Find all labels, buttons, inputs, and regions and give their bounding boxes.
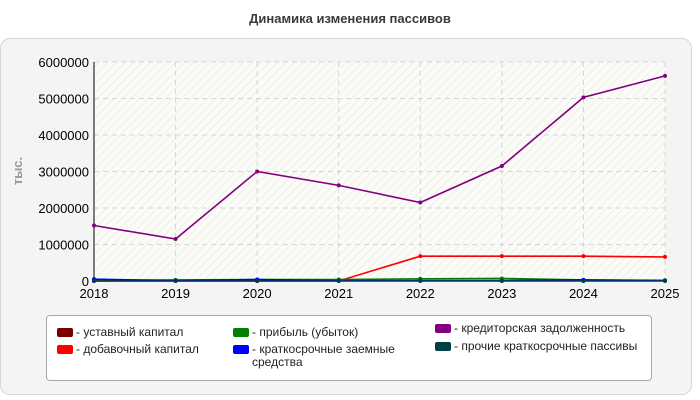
- legend-swatch: [233, 345, 249, 354]
- data-point: [663, 73, 667, 78]
- data-point: [581, 279, 586, 283]
- data-point: [663, 254, 667, 259]
- data-point: [663, 279, 667, 283]
- legend-label: - уставный капитал: [76, 325, 184, 339]
- data-point: [499, 279, 504, 283]
- y-tick-label: 0: [82, 274, 89, 289]
- data-point: [499, 254, 504, 259]
- legend-label: - краткосрочные заемные средства: [252, 342, 395, 369]
- y-tick-label: 2000000: [38, 201, 89, 216]
- legend-item: - прочие краткосрочные пассивы: [435, 340, 650, 353]
- plot-area: [94, 62, 665, 281]
- data-point: [255, 169, 260, 174]
- legend-swatch: [57, 345, 73, 354]
- y-tick-label: 1000000: [38, 238, 89, 253]
- data-point: [336, 279, 341, 283]
- legend-item: - уставный капитал: [57, 326, 227, 339]
- x-tick-label: 2022: [406, 286, 435, 301]
- data-point: [581, 254, 586, 259]
- y-tick-label: 6000000: [38, 55, 89, 70]
- legend-item: - прибыль (убыток): [233, 326, 423, 339]
- data-point: [581, 95, 586, 100]
- y-tick-label: 4000000: [38, 128, 89, 143]
- legend-label: - прибыль (убыток): [252, 325, 359, 339]
- series-layer: [92, 73, 667, 283]
- x-tick-label: 2019: [161, 286, 190, 301]
- legend-swatch: [435, 342, 451, 351]
- y-tick-label: 3000000: [38, 165, 89, 180]
- x-tick-label: 2023: [487, 286, 516, 301]
- x-tick-label: 2024: [569, 286, 598, 301]
- data-point: [418, 254, 423, 259]
- data-point: [499, 164, 504, 169]
- series-line-4: [93, 75, 666, 240]
- data-point: [92, 223, 96, 228]
- x-tick-label: 2018: [80, 286, 109, 301]
- legend-label: - прочие краткосрочные пассивы: [454, 339, 638, 353]
- x-tick-label: 2021: [324, 286, 353, 301]
- y-axis-label: тыс.: [10, 157, 25, 185]
- legend-swatch: [233, 328, 249, 337]
- data-point: [336, 183, 341, 188]
- data-point: [255, 279, 260, 283]
- data-point: [173, 279, 178, 283]
- legend-item: - добавочный капитал: [57, 343, 227, 356]
- data-point: [173, 237, 178, 242]
- legend-item: - кредиторская задолженность: [435, 322, 650, 335]
- legend-label: - добавочный капитал: [76, 342, 199, 356]
- legend-swatch: [435, 324, 451, 333]
- y-tick-label: 5000000: [38, 92, 89, 107]
- chart-title: Динамика изменения пассивов: [249, 11, 451, 26]
- legend: - уставный капитал - добавочный капитал - …: [46, 315, 652, 381]
- data-point: [92, 279, 96, 283]
- data-point: [418, 200, 423, 205]
- x-tick-label: 2020: [243, 286, 272, 301]
- x-tick-label: 2025: [651, 286, 680, 301]
- legend-label: - кредиторская задолженность: [454, 321, 626, 335]
- legend-item: - краткосрочные заемные средства: [233, 343, 423, 369]
- grid: [94, 61, 666, 281]
- data-point: [418, 279, 423, 283]
- legend-swatch: [57, 328, 73, 337]
